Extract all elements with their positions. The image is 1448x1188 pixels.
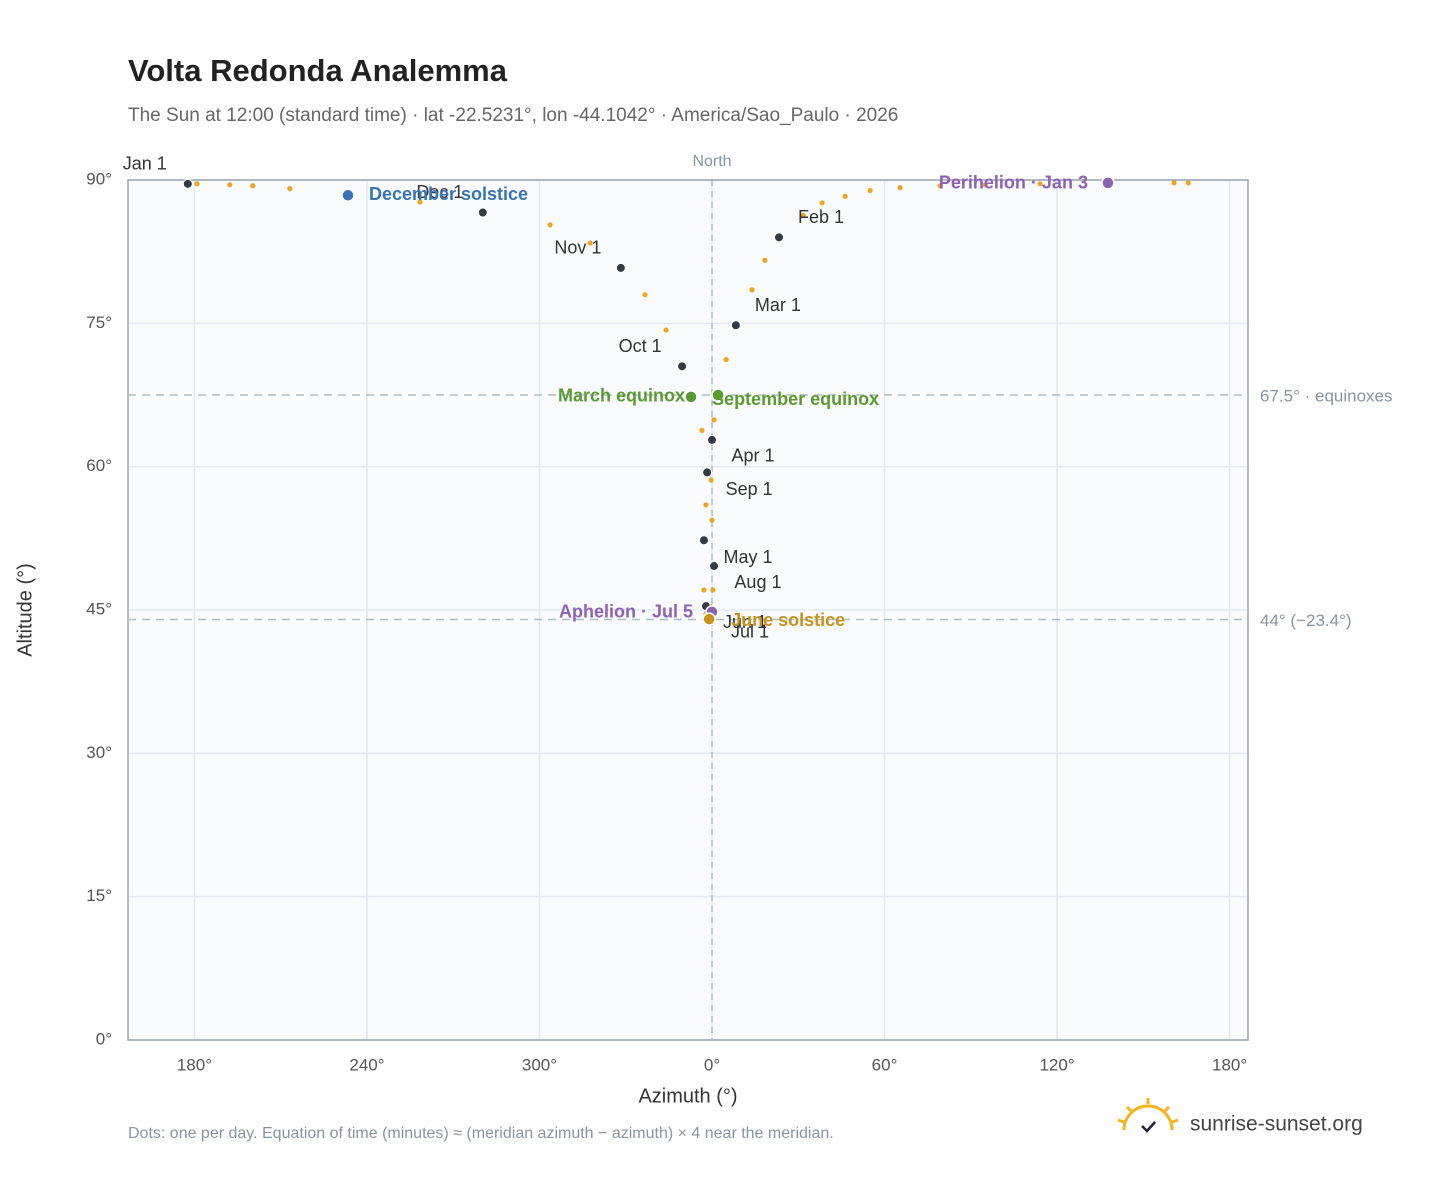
day-dot bbox=[642, 292, 648, 298]
y-tick-label: 90° bbox=[86, 169, 112, 188]
x-tick-label: 180° bbox=[177, 1055, 212, 1074]
day-dot bbox=[709, 517, 715, 523]
day-dot bbox=[982, 182, 988, 188]
y-tick-label: 45° bbox=[86, 599, 112, 618]
x-tick-label: 60° bbox=[872, 1055, 898, 1074]
month-marker bbox=[702, 467, 713, 478]
day-dot bbox=[417, 199, 423, 205]
month-marker bbox=[477, 207, 488, 218]
x-tick-label: 120° bbox=[1039, 1055, 1074, 1074]
plot-border bbox=[127, 179, 1249, 1041]
day-dot bbox=[723, 357, 729, 363]
event-marker bbox=[684, 390, 698, 404]
day-dot bbox=[194, 181, 200, 187]
event-marker bbox=[341, 188, 355, 203]
event-label: June solstice bbox=[731, 610, 845, 630]
x-tick-label: 180° bbox=[1212, 1055, 1247, 1074]
y-tick-label: 30° bbox=[86, 743, 112, 762]
month-marker bbox=[182, 178, 193, 189]
day-dot bbox=[749, 287, 755, 293]
event-label: Aphelion · Jul 5 bbox=[559, 602, 693, 622]
day-dot bbox=[800, 212, 806, 218]
day-dot bbox=[762, 257, 768, 263]
month-label: Jun 1 bbox=[723, 612, 767, 632]
month-label: May 1 bbox=[724, 547, 773, 567]
event-marker bbox=[1101, 176, 1115, 190]
chart-title: Volta Redonda Analemma bbox=[128, 53, 508, 88]
day-dot bbox=[703, 502, 709, 508]
month-label: Mar 1 bbox=[755, 295, 801, 315]
day-dot bbox=[699, 427, 705, 433]
day-dot bbox=[1185, 180, 1191, 186]
day-dot bbox=[227, 182, 233, 188]
x-tick-label: 240° bbox=[349, 1055, 384, 1074]
brand: sunrise-sunset.org bbox=[1190, 1113, 1363, 1136]
y-tick-label: 60° bbox=[86, 456, 112, 475]
month-marker bbox=[677, 361, 688, 372]
month-marker bbox=[615, 262, 626, 273]
month-label: Sep 1 bbox=[726, 479, 773, 499]
x-axis-label: Azimuth (°) bbox=[638, 1085, 737, 1107]
event-marker bbox=[711, 388, 725, 402]
event-label: December solstice bbox=[369, 184, 528, 204]
day-dot bbox=[1037, 181, 1043, 187]
x-tick-label: 0° bbox=[704, 1055, 720, 1074]
day-dot bbox=[287, 186, 293, 192]
brand-icon bbox=[1117, 1098, 1179, 1133]
month-marker bbox=[709, 561, 720, 572]
reference-label: 67.5° · equinoxes bbox=[1260, 386, 1393, 405]
y-tick-label: 15° bbox=[86, 886, 112, 905]
event-label: March equinox bbox=[558, 386, 685, 406]
month-label: Jan 1 bbox=[123, 154, 167, 174]
day-dot bbox=[711, 417, 717, 423]
day-dot bbox=[937, 183, 943, 189]
day-dot bbox=[250, 183, 256, 189]
north-label: North bbox=[692, 153, 731, 170]
day-dot bbox=[710, 587, 716, 593]
y-axis-label: Altitude (°) bbox=[14, 563, 36, 657]
month-label: Dec 1 bbox=[416, 182, 463, 202]
reference-label: 44° (−23.4°) bbox=[1260, 611, 1352, 630]
month-label: Aug 1 bbox=[734, 572, 781, 592]
month-label: Apr 1 bbox=[731, 446, 774, 466]
day-dot bbox=[867, 187, 873, 194]
month-label: Jul 1 bbox=[731, 621, 769, 641]
chart-subtitle: The Sun at 12:00 (standard time) · lat -… bbox=[128, 105, 898, 126]
day-dot bbox=[547, 222, 553, 228]
month-marker bbox=[730, 320, 741, 331]
event-marker bbox=[702, 612, 716, 626]
day-dot bbox=[897, 185, 903, 191]
event-label: September equinox bbox=[712, 389, 879, 409]
day-dot bbox=[708, 477, 714, 483]
event-label: Perihelion · Jan 3 bbox=[939, 173, 1088, 193]
month-marker bbox=[698, 535, 709, 546]
day-dot bbox=[819, 200, 825, 206]
y-tick-label: 0° bbox=[96, 1029, 112, 1048]
day-dot bbox=[663, 327, 669, 333]
y-tick-label: 75° bbox=[86, 313, 112, 332]
month-marker bbox=[707, 434, 718, 445]
day-dot bbox=[701, 587, 707, 593]
month-marker bbox=[774, 232, 785, 243]
footer-note: Dots: one per day. Equation of time (min… bbox=[128, 1125, 834, 1142]
x-tick-label: 300° bbox=[522, 1055, 557, 1074]
month-label: Nov 1 bbox=[554, 238, 601, 258]
day-dot bbox=[842, 193, 848, 199]
day-dot bbox=[587, 240, 593, 246]
month-label: Oct 1 bbox=[619, 336, 662, 356]
day-dot bbox=[1171, 180, 1177, 186]
month-label: Feb 1 bbox=[798, 207, 844, 227]
